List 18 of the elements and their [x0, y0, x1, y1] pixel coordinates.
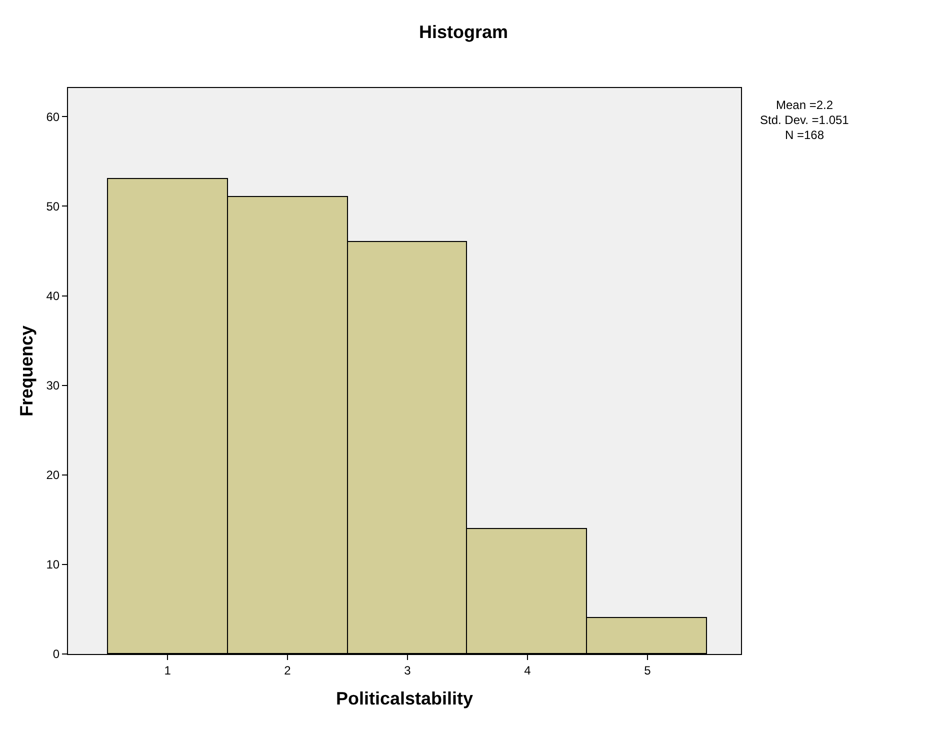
- x-axis-title: Politicalstability: [336, 688, 474, 708]
- y-tick-label: 10: [46, 558, 60, 572]
- y-axis-title: Frequency: [16, 325, 36, 417]
- y-tick-label: 0: [52, 647, 60, 662]
- y-tick-label: 60: [46, 110, 60, 124]
- chart-title: Histogram: [418, 22, 508, 42]
- x-tick-label: 3: [404, 663, 412, 678]
- text: Std. Dev. =1.051: [760, 113, 850, 127]
- x-tick-label: 5: [644, 663, 652, 678]
- x-tick-label: 1: [164, 663, 172, 678]
- text: Mean =2.2: [776, 98, 834, 112]
- x-tick-label: 4: [524, 663, 532, 678]
- y-tick-label: 40: [46, 288, 60, 303]
- y-tick-label: 20: [46, 468, 60, 482]
- x-tick-label: 2: [284, 663, 292, 678]
- y-tick-label: 30: [46, 378, 60, 393]
- y-tick-label: 50: [46, 199, 60, 214]
- text: N =168: [785, 128, 824, 142]
